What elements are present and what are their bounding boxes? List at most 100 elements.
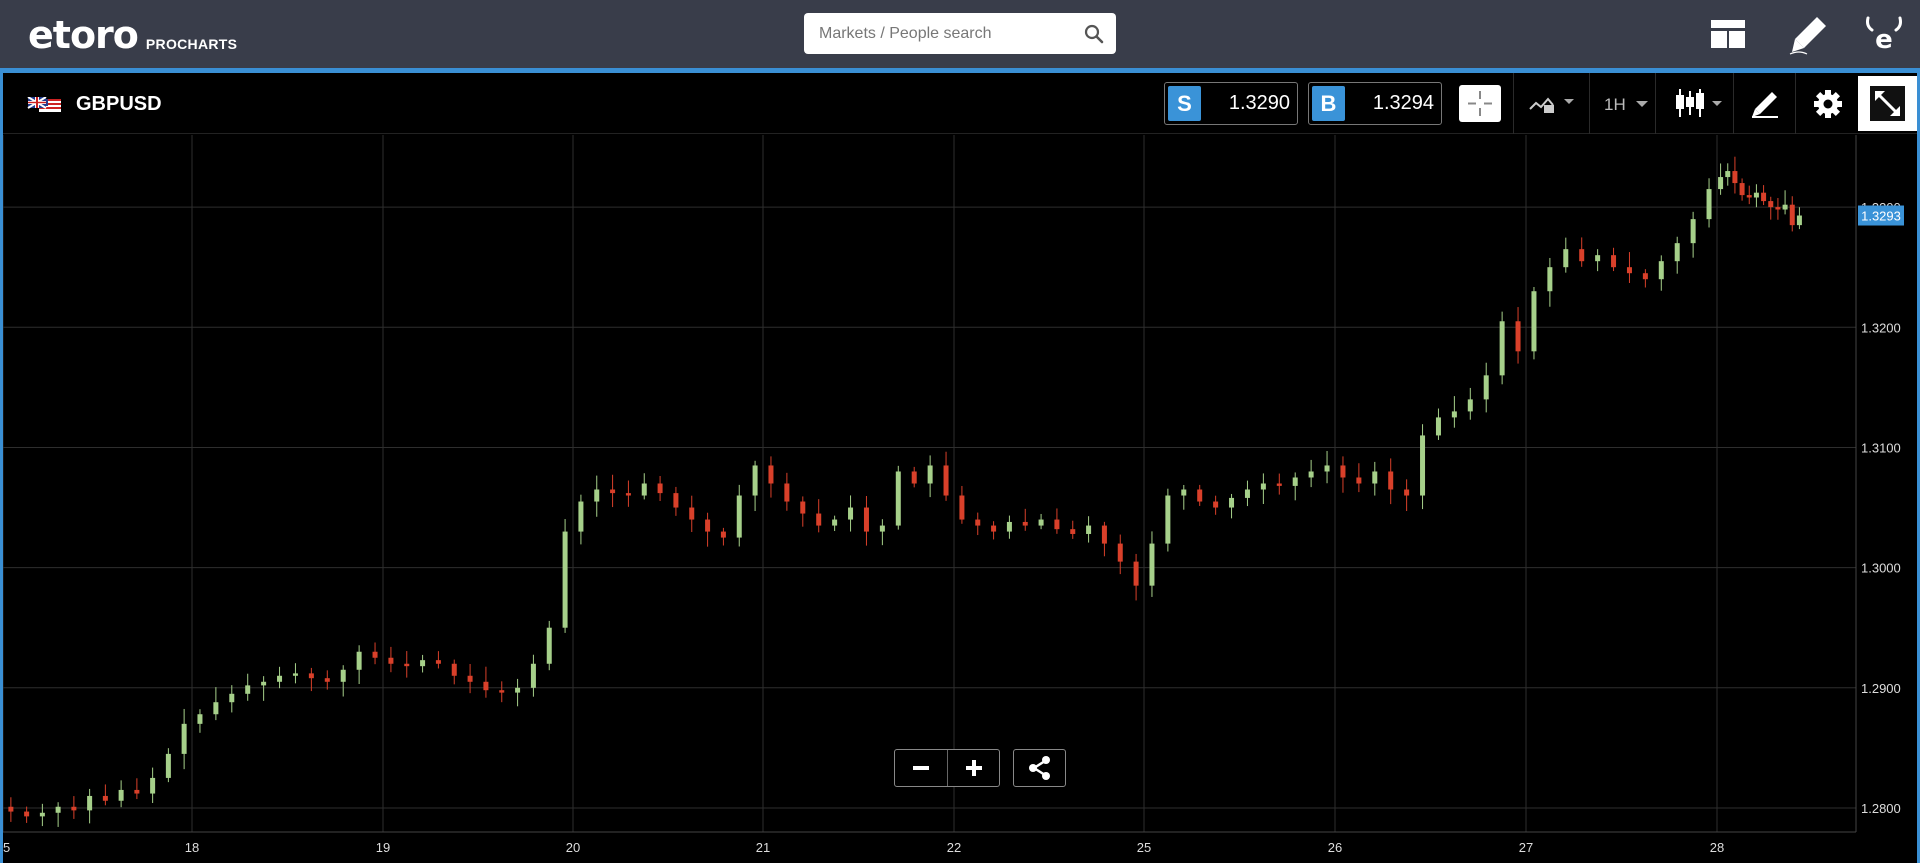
gb-us-flag-icon	[27, 97, 61, 112]
candle-up	[1499, 321, 1505, 376]
fullscreen-button[interactable]	[1858, 76, 1917, 131]
candle-down	[768, 465, 774, 484]
candle-up	[1796, 215, 1802, 226]
candle-up	[594, 489, 600, 502]
x-tick-label: 5	[3, 840, 10, 855]
candle-down	[991, 525, 997, 532]
candle-up	[879, 525, 885, 532]
x-tick-label: 22	[947, 840, 961, 855]
candle-down	[673, 493, 679, 508]
y-tick-label: 1.3000	[1861, 561, 1901, 576]
candle-down	[1789, 204, 1795, 226]
candle-down	[1579, 249, 1585, 262]
zoom-out-button[interactable]	[895, 750, 947, 786]
candle-up	[895, 471, 901, 526]
candle-up	[1563, 249, 1569, 268]
candle-up	[261, 681, 267, 686]
candle-up	[1782, 204, 1788, 210]
candle-up	[1308, 471, 1314, 478]
price-chart[interactable]: 1.28001.29001.30001.31001.32001.33005181…	[3, 135, 1917, 863]
candle-up	[1292, 477, 1298, 486]
candle-up	[832, 519, 838, 526]
x-tick-label: 27	[1519, 840, 1533, 855]
y-tick-label: 1.3100	[1861, 440, 1901, 455]
candle-up	[562, 531, 568, 628]
candle-up	[1547, 267, 1553, 292]
candle-up	[420, 660, 426, 667]
candle-down	[975, 519, 981, 526]
sell-button[interactable]: S 1.3290	[1164, 82, 1298, 125]
candle-up	[1038, 519, 1044, 526]
candle-down	[1133, 561, 1139, 586]
chart-type-dropdown[interactable]	[1655, 73, 1733, 134]
candle-down	[1101, 525, 1107, 544]
search-input[interactable]	[804, 13, 1064, 54]
instrument-symbol[interactable]: GBPUSD	[76, 93, 162, 115]
buy-price: 1.3294	[1372, 92, 1434, 114]
crosshair-button[interactable]	[1459, 85, 1501, 122]
candle-down	[1746, 195, 1752, 198]
candle-up	[1690, 219, 1696, 244]
candle-up	[1181, 489, 1187, 496]
zoom-controls	[894, 749, 1000, 787]
candle-down	[1732, 171, 1738, 184]
search-icon[interactable]	[1084, 24, 1104, 44]
candle-up	[277, 675, 283, 682]
candle-down	[705, 519, 711, 532]
svg-text:e: e	[1875, 25, 1893, 55]
candle-up	[39, 812, 45, 817]
candle-up	[515, 687, 521, 693]
layout-icon[interactable]	[1706, 12, 1750, 56]
candle-up	[1229, 497, 1235, 508]
candle-down	[720, 531, 726, 538]
settings-button[interactable]	[1795, 73, 1858, 134]
user-menu-icon[interactable]: e	[1862, 12, 1906, 56]
candle-up	[181, 723, 187, 754]
fullscreen-icon	[1870, 86, 1905, 121]
zoom-in-icon	[966, 760, 982, 776]
zoom-in-button[interactable]	[948, 750, 1000, 786]
candle-down	[1022, 521, 1028, 526]
x-tick-label: 19	[376, 840, 390, 855]
candle-down	[1070, 529, 1076, 534]
candle-down	[1356, 477, 1362, 484]
candle-up	[150, 777, 156, 794]
candle-down	[451, 663, 457, 676]
etoro-logo[interactable]: etoro PROCHARTS	[28, 10, 237, 56]
candle-down	[1775, 207, 1781, 210]
y-tick-label: 1.3200	[1861, 320, 1901, 335]
candle-up	[1725, 171, 1731, 178]
candle-up	[356, 651, 362, 670]
candle-up	[1420, 435, 1426, 496]
candle-up	[1006, 521, 1012, 532]
candle-down	[324, 678, 330, 682]
candle-down	[467, 675, 473, 682]
candle-down	[1054, 519, 1060, 530]
candle-down	[499, 690, 505, 693]
candle-up	[848, 507, 854, 520]
candle-up	[118, 789, 124, 801]
drawing-tools-button[interactable]	[1733, 73, 1795, 134]
candle-up	[641, 483, 647, 496]
buy-button[interactable]: B 1.3294	[1308, 82, 1442, 125]
candle-down	[657, 483, 663, 494]
current-price-label: 1.3293	[1861, 209, 1901, 224]
x-tick-label: 20	[566, 840, 580, 855]
candle-up	[752, 465, 758, 496]
timeframe-dropdown[interactable]: 1H	[1589, 73, 1655, 134]
candle-up	[530, 663, 536, 688]
candle-up	[1718, 177, 1724, 190]
share-icon	[1029, 756, 1050, 780]
pencil-icon[interactable]	[1787, 12, 1831, 56]
product-name: PROCHARTS	[145, 36, 238, 52]
candle-up	[1149, 543, 1155, 586]
compare-button[interactable]	[1513, 73, 1589, 134]
candle-down	[943, 465, 949, 496]
top-accent-line	[0, 68, 1920, 73]
candle-up	[1753, 192, 1759, 198]
candle-down	[1611, 255, 1617, 268]
share-button[interactable]	[1013, 749, 1066, 787]
candle-up	[1531, 291, 1537, 352]
sell-label: S	[1168, 86, 1201, 121]
candle-down	[1768, 201, 1774, 208]
